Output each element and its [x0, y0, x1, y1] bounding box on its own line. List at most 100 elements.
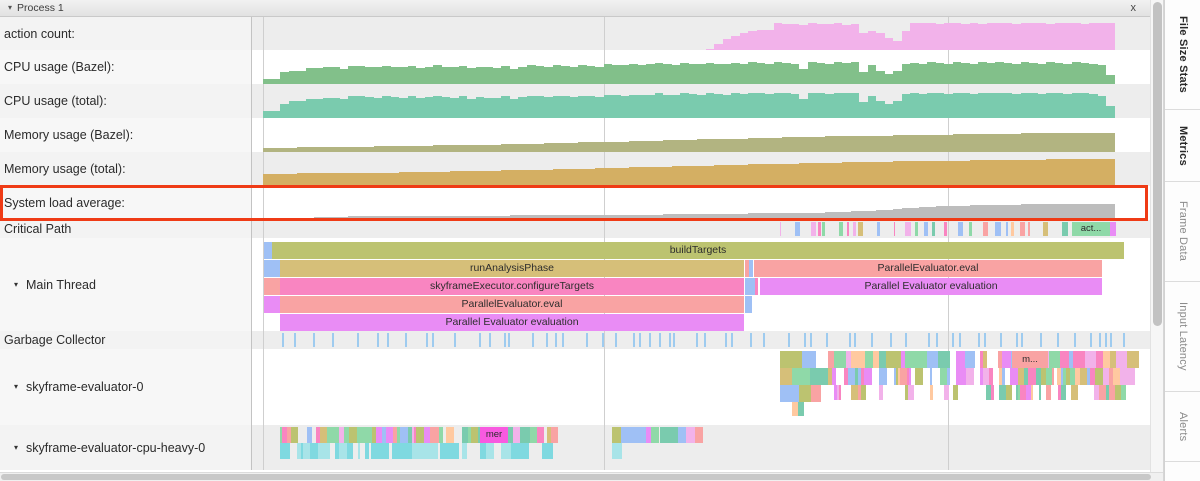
slice[interactable] [520, 427, 530, 443]
slice[interactable] [1103, 351, 1110, 368]
track-canvas-system-load-average[interactable] [252, 186, 1164, 220]
slice[interactable] [427, 443, 434, 459]
slice[interactable] [1127, 351, 1139, 368]
slice[interactable] [799, 385, 811, 402]
slice[interactable] [408, 427, 412, 443]
slice[interactable] [424, 427, 430, 443]
slice[interactable] [1115, 385, 1121, 400]
gc-tick[interactable] [562, 333, 564, 347]
critical-path-slice[interactable] [877, 222, 880, 236]
slice[interactable] [1109, 368, 1113, 385]
slice[interactable] [382, 427, 386, 443]
flame-bar-parallel-evaluator-evaluation[interactable]: Parallel Evaluator evaluation [280, 314, 744, 331]
slice[interactable] [486, 443, 494, 459]
slice[interactable] [1080, 368, 1087, 385]
slice[interactable] [321, 443, 324, 459]
gc-tick[interactable] [1016, 333, 1018, 347]
slice[interactable] [848, 368, 855, 385]
gc-tick[interactable] [602, 333, 604, 347]
critical-path-slice[interactable] [780, 222, 781, 236]
slice[interactable] [1049, 351, 1060, 368]
gc-tick[interactable] [854, 333, 856, 347]
slice[interactable] [828, 368, 832, 385]
slice[interactable] [991, 385, 994, 400]
slice[interactable] [1085, 351, 1096, 368]
slice[interactable] [307, 443, 310, 459]
flame-bar-parallelevaluator-eval[interactable]: ParallelEvaluator.eval [754, 260, 1102, 277]
chevron-down-icon[interactable]: ▾ [14, 279, 19, 289]
slice[interactable] [989, 368, 993, 385]
chevron-down-icon[interactable]: ▾ [8, 3, 13, 12]
slice[interactable] [392, 443, 397, 459]
slice[interactable] [864, 368, 872, 385]
gc-tick[interactable] [659, 333, 661, 347]
slice[interactable] [858, 385, 861, 400]
slice[interactable] [365, 427, 372, 443]
slice[interactable] [980, 351, 983, 368]
slice[interactable] [1095, 368, 1103, 385]
slice[interactable] [1094, 385, 1099, 400]
track-system-load-average[interactable]: System load average: [0, 186, 1164, 220]
slice[interactable] [669, 427, 678, 443]
flame-bar[interactable] [749, 260, 753, 277]
flame-bar[interactable] [264, 296, 280, 313]
slice[interactable] [1073, 351, 1085, 368]
slice[interactable] [999, 368, 1002, 385]
slice[interactable] [1121, 385, 1126, 400]
slice[interactable] [956, 368, 960, 385]
slice[interactable] [333, 427, 339, 443]
rail-tab-frame-data[interactable]: Frame Data [1165, 182, 1200, 282]
slice[interactable] [858, 368, 861, 385]
slice[interactable] [953, 385, 958, 400]
slice[interactable] [834, 385, 837, 400]
critical-path-slice[interactable] [995, 222, 1001, 236]
gc-tick[interactable] [1000, 333, 1002, 347]
vertical-scrollbar[interactable] [1150, 0, 1164, 481]
slice[interactable] [943, 368, 947, 385]
slice[interactable] [886, 351, 895, 368]
track-garbage-collector[interactable]: Garbage Collector [0, 331, 1164, 349]
slice[interactable] [439, 427, 443, 443]
critical-path-slice-action[interactable]: act... [1072, 222, 1110, 236]
slice[interactable] [376, 427, 382, 443]
gc-tick[interactable] [788, 333, 790, 347]
gc-tick[interactable] [282, 333, 284, 347]
slice[interactable] [303, 443, 307, 459]
horizontal-scrollbar-thumb[interactable] [1, 474, 1151, 480]
gc-tick[interactable] [1040, 333, 1042, 347]
track-main-thread[interactable]: ▾ Main Thread buildTargets runAnalysisPhase… [0, 238, 1164, 331]
slice[interactable] [1069, 351, 1073, 368]
slice[interactable] [1070, 368, 1075, 385]
track-memory-usage-bazel[interactable]: Memory usage (Bazel): [0, 118, 1164, 152]
slice[interactable] [377, 443, 383, 459]
slice[interactable] [383, 443, 385, 459]
gc-tick[interactable] [725, 333, 727, 347]
slice[interactable] [297, 443, 301, 459]
track-action-count[interactable]: action count: [0, 17, 1164, 50]
slice[interactable] [879, 368, 887, 385]
slice[interactable] [280, 443, 282, 459]
slice[interactable] [851, 351, 854, 368]
slice[interactable] [1026, 385, 1031, 400]
slice[interactable] [404, 443, 412, 459]
slice[interactable] [400, 427, 408, 443]
slice[interactable] [444, 443, 451, 459]
slice[interactable] [861, 385, 866, 400]
gc-tick[interactable] [313, 333, 315, 347]
flame-bar[interactable] [264, 278, 280, 295]
gc-tick[interactable] [508, 333, 510, 347]
slice[interactable] [861, 368, 864, 385]
vertical-scrollbar-thumb[interactable] [1153, 2, 1162, 326]
slice[interactable] [434, 443, 438, 459]
slice[interactable] [986, 385, 991, 400]
slice[interactable] [1075, 368, 1080, 385]
slice[interactable] [983, 351, 987, 368]
slice[interactable] [446, 427, 454, 443]
slice[interactable] [780, 351, 789, 368]
slice[interactable] [947, 368, 950, 385]
gc-tick[interactable] [871, 333, 873, 347]
slice[interactable] [385, 443, 389, 459]
slice[interactable] [1096, 351, 1103, 368]
slice[interactable] [365, 443, 369, 459]
gc-tick[interactable] [586, 333, 588, 347]
